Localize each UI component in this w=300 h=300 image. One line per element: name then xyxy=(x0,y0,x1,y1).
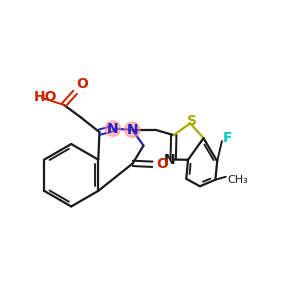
Text: N: N xyxy=(126,123,138,137)
Text: O: O xyxy=(156,157,168,171)
Text: HO: HO xyxy=(34,89,57,103)
Text: CH₃: CH₃ xyxy=(227,175,248,185)
Circle shape xyxy=(105,121,121,136)
Text: O: O xyxy=(76,77,88,91)
Text: S: S xyxy=(187,114,197,128)
Circle shape xyxy=(124,122,140,137)
Text: N: N xyxy=(107,122,119,136)
Text: N: N xyxy=(164,153,176,167)
Text: F: F xyxy=(223,131,232,145)
